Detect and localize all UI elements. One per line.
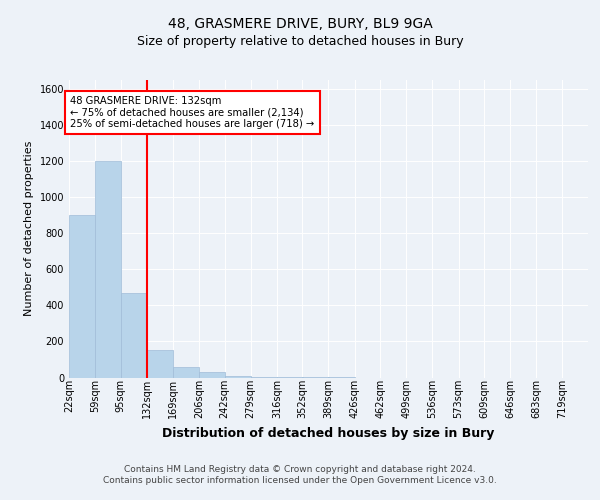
Bar xyxy=(277,377,303,378)
Text: 48 GRASMERE DRIVE: 132sqm
← 75% of detached houses are smaller (2,134)
25% of se: 48 GRASMERE DRIVE: 132sqm ← 75% of detac… xyxy=(70,96,314,130)
Y-axis label: Number of detached properties: Number of detached properties xyxy=(24,141,34,316)
Bar xyxy=(69,215,95,378)
Bar xyxy=(173,366,199,378)
Bar xyxy=(147,350,173,378)
X-axis label: Distribution of detached houses by size in Bury: Distribution of detached houses by size … xyxy=(163,426,494,440)
Text: 48, GRASMERE DRIVE, BURY, BL9 9GA: 48, GRASMERE DRIVE, BURY, BL9 9GA xyxy=(167,18,433,32)
Bar xyxy=(224,376,251,378)
Text: Contains HM Land Registry data © Crown copyright and database right 2024.: Contains HM Land Registry data © Crown c… xyxy=(124,465,476,474)
Text: Size of property relative to detached houses in Bury: Size of property relative to detached ho… xyxy=(137,35,463,48)
Bar xyxy=(95,161,121,378)
Bar xyxy=(121,293,147,378)
Bar xyxy=(251,376,277,378)
Bar xyxy=(199,372,225,378)
Text: Contains public sector information licensed under the Open Government Licence v3: Contains public sector information licen… xyxy=(103,476,497,485)
